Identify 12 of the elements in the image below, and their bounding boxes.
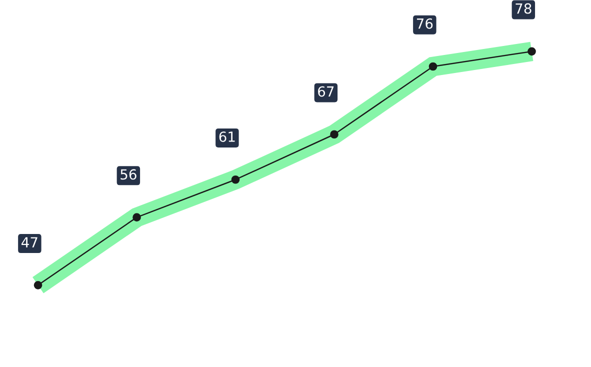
data-label: 56 (120, 169, 136, 180)
data-label: 61 (219, 131, 235, 142)
point (132, 213, 141, 222)
data-label: 76 (416, 18, 433, 29)
point (231, 175, 240, 184)
data-label: 67 (318, 86, 334, 97)
point (528, 47, 536, 56)
point (330, 130, 338, 139)
point (34, 281, 42, 290)
point (428, 62, 438, 71)
data-label: 78 (516, 3, 532, 14)
data-label: 47 (22, 237, 38, 248)
